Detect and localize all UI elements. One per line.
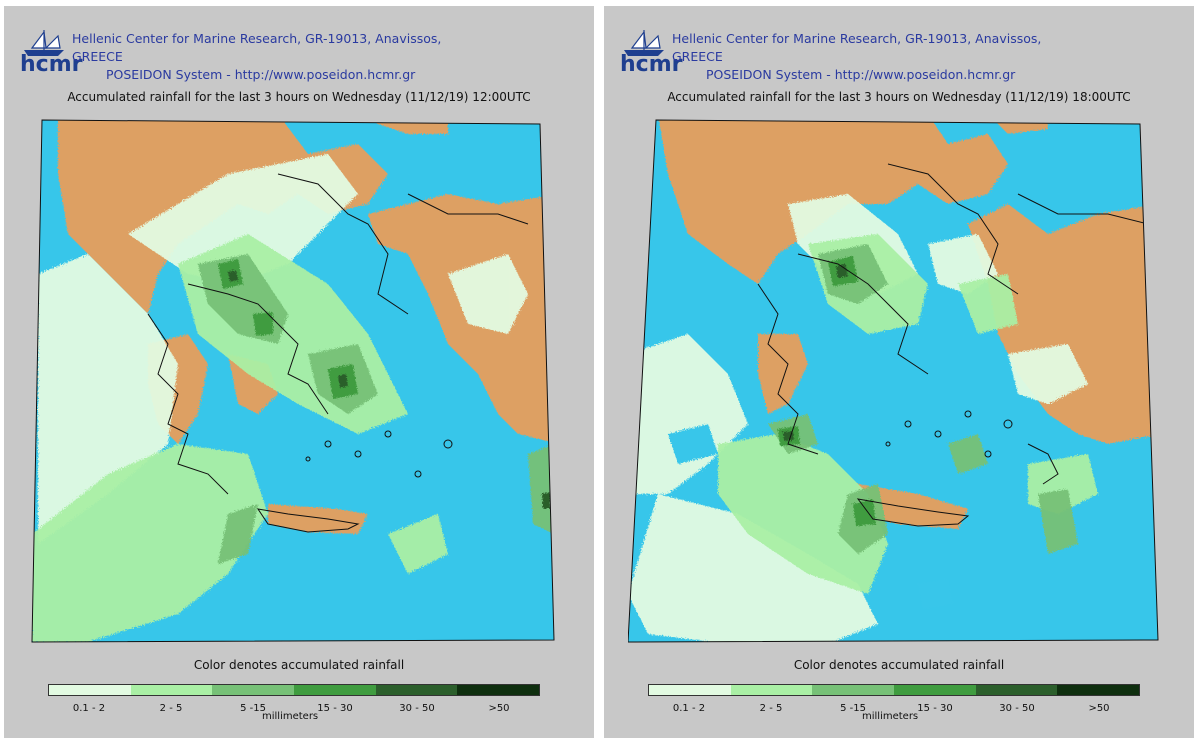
hcmr-logo-text: hcmr xyxy=(20,52,83,77)
organization-name: Hellenic Center for Marine Research, GR-… xyxy=(672,31,1042,64)
forecast-panel-1200utc: hcmr Hellenic Center for Marine Research… xyxy=(4,6,594,738)
legend-unit: millimeters xyxy=(862,711,919,722)
map-title: Accumulated rainfall for the last 3 hour… xyxy=(67,90,531,104)
legend-label: 2 - 5 xyxy=(759,703,783,714)
legend-color-bar xyxy=(48,684,540,696)
rain-0-1-2 xyxy=(38,154,528,544)
coastlines xyxy=(757,163,1149,527)
legend-label: 0.1 - 2 xyxy=(72,703,106,714)
system-url: POSEIDON System - http://www.poseidon.hc… xyxy=(706,67,1016,82)
hcmr-logo: hcmr xyxy=(18,28,82,77)
rain-30-50 xyxy=(228,270,550,509)
organization-header: Hellenic Center for Marine Research, GR-… xyxy=(672,30,1092,84)
forecast-panel-1800utc: hcmr Hellenic Center for Marine Research… xyxy=(604,6,1194,738)
legend-swatch-gt50 xyxy=(457,685,540,695)
legend-label: 30 - 50 xyxy=(999,703,1035,714)
organization-name: Hellenic Center for Marine Research, GR-… xyxy=(72,31,442,64)
legend-label: >50 xyxy=(1088,703,1110,714)
legend-swatch-gt50 xyxy=(1057,685,1140,695)
system-url: POSEIDON System - http://www.poseidon.hc… xyxy=(106,67,416,82)
legend-unit: millimeters xyxy=(262,711,319,722)
organization-header: Hellenic Center for Marine Research, GR-… xyxy=(72,30,492,84)
legend-label: >50 xyxy=(488,703,510,714)
legend-label: 15 - 30 xyxy=(917,703,953,714)
sea-patches xyxy=(668,424,953,609)
rainfall-map xyxy=(628,119,1159,643)
hcmr-logo: hcmr xyxy=(618,28,682,77)
hcmr-logo-text: hcmr xyxy=(620,52,683,77)
legend-label: 5 -15 xyxy=(840,703,866,714)
rain-2-5 xyxy=(718,234,1098,594)
legend-label: 15 - 30 xyxy=(317,703,353,714)
map-title: Accumulated rainfall for the last 3 hour… xyxy=(667,90,1131,104)
legend-swatch-30-50 xyxy=(975,685,1058,695)
legend-swatch-5-15 xyxy=(812,685,895,695)
legend-swatch-15-30 xyxy=(894,685,976,695)
legend-swatch-0-1-2 xyxy=(49,685,131,695)
legend-label: 2 - 5 xyxy=(159,703,183,714)
legend-title: Color denotes accumulated rainfall xyxy=(793,658,1005,672)
legend-swatch-15-30 xyxy=(294,685,376,695)
legend-label: 30 - 50 xyxy=(399,703,435,714)
legend-color-bar xyxy=(648,684,1140,696)
legend-title: Color denotes accumulated rainfall xyxy=(193,658,405,672)
legend-swatch-0-1-2 xyxy=(649,685,731,695)
legend-label: 0.1 - 2 xyxy=(672,703,706,714)
legend-swatch-5-15 xyxy=(212,685,295,695)
rainfall-map xyxy=(31,119,555,643)
legend-label: 5 -15 xyxy=(240,703,266,714)
legend-swatch-2-5 xyxy=(130,685,213,695)
legend-swatch-30-50 xyxy=(375,685,458,695)
legend-swatch-2-5 xyxy=(730,685,813,695)
coastlines xyxy=(147,173,529,533)
